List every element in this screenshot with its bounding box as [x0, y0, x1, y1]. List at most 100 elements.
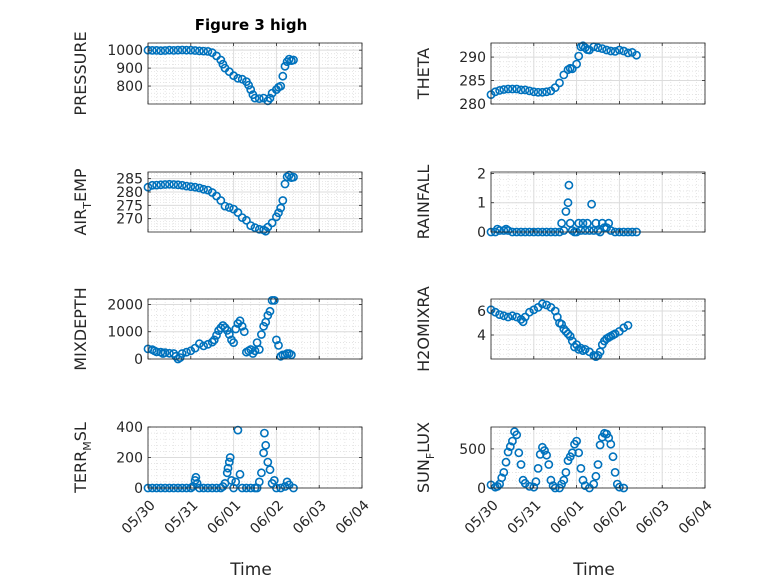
data-point	[559, 70, 569, 80]
data-point	[542, 87, 551, 97]
data-point	[216, 196, 226, 205]
data-point	[561, 467, 571, 477]
data-point	[278, 196, 288, 205]
data-point	[231, 477, 241, 487]
data-point	[276, 203, 286, 213]
x-tick-label: 06/03	[633, 497, 673, 537]
data-point	[160, 46, 170, 55]
y-tick-label: 500	[459, 442, 486, 458]
data-point	[525, 307, 534, 317]
data-point	[555, 78, 564, 88]
data-point	[256, 468, 266, 478]
data-point	[192, 478, 202, 488]
y-axis-label: PRESSURE	[71, 31, 90, 115]
data-point	[169, 46, 179, 55]
y-tick-label: 285	[459, 74, 486, 90]
y-tick-label: 1000	[107, 325, 143, 341]
x-tick-label: 06/01	[547, 497, 587, 537]
data-point	[492, 481, 502, 491]
data-point	[538, 87, 547, 97]
data-point	[520, 312, 530, 322]
data-point	[233, 425, 243, 435]
plot-area	[491, 299, 705, 359]
axes-box	[147, 42, 363, 105]
data-point	[265, 306, 275, 316]
y-axis-label: TERRMSL	[71, 422, 94, 494]
y-tick-label: 1	[477, 196, 486, 212]
data-point	[203, 185, 213, 195]
data-point	[261, 440, 271, 450]
data-point	[563, 329, 573, 339]
y-axis-label: THETA	[414, 48, 433, 100]
data-point	[173, 180, 183, 190]
data-point	[544, 460, 554, 469]
data-point	[533, 463, 543, 473]
data-point	[587, 199, 596, 209]
data-point	[194, 339, 204, 349]
data-point	[538, 299, 547, 309]
panel-terr_msl: 0 200 400 05/30 05/31 06/01 06/02 06/03 06/04 TER…	[71, 420, 373, 537]
data-point	[160, 180, 170, 189]
data-point	[514, 448, 524, 458]
data-point	[256, 330, 266, 339]
data-point	[223, 463, 233, 473]
y-tick-label: 290	[459, 50, 486, 66]
data-point	[520, 85, 530, 95]
data-point	[595, 440, 605, 450]
data-point	[278, 71, 288, 81]
data-point	[623, 320, 633, 330]
data-point	[259, 448, 268, 458]
data-point	[269, 295, 279, 305]
data-point	[246, 85, 256, 94]
data-point	[574, 51, 584, 61]
data-point	[203, 339, 213, 349]
data-point	[508, 311, 517, 321]
y-tick-label: 0	[477, 481, 486, 497]
data-point	[542, 450, 551, 460]
data-point	[505, 442, 515, 451]
data-point	[531, 477, 541, 487]
data-point	[585, 226, 594, 235]
data-point	[512, 84, 522, 94]
data-point	[593, 460, 603, 469]
y-axis-label: RAINFALL	[414, 165, 433, 240]
data-point	[503, 312, 513, 322]
data-point	[610, 47, 620, 56]
data-point	[199, 184, 208, 194]
x-tick-label: 06/01	[204, 497, 244, 537]
x-tick-label: 06/04	[333, 497, 373, 537]
data-point	[559, 475, 569, 485]
data-point	[224, 203, 234, 212]
data-point	[495, 310, 504, 319]
data-point	[152, 46, 161, 55]
data-point	[267, 218, 277, 228]
data-point	[606, 439, 616, 449]
data-point	[156, 46, 166, 56]
y-tick-label: 0	[134, 352, 143, 368]
data-point	[265, 93, 275, 103]
x-axis-label-right: Time	[572, 560, 615, 580]
data-point	[274, 208, 283, 218]
data-point	[209, 335, 219, 345]
data-point	[218, 321, 228, 330]
data-point	[212, 330, 221, 340]
data-point	[576, 463, 586, 473]
axes-box	[490, 171, 706, 233]
data-point	[565, 331, 575, 341]
y-tick-label: 2000	[107, 297, 143, 313]
data-point	[194, 183, 204, 193]
data-point	[250, 346, 260, 356]
data-point	[564, 180, 574, 190]
axes-box	[147, 171, 363, 233]
data-point	[546, 475, 556, 485]
y-tick-label: 0	[134, 481, 143, 497]
y-tick-label: 280	[116, 185, 143, 201]
data-point	[156, 180, 166, 190]
data-point	[593, 43, 603, 53]
data-point	[194, 46, 204, 56]
panel-rainfall: 0 1 2 RAINFALL	[414, 165, 706, 241]
data-point	[490, 307, 500, 317]
data-point	[259, 428, 269, 438]
data-point	[241, 215, 251, 225]
x-tick-label: 05/30	[462, 497, 502, 537]
